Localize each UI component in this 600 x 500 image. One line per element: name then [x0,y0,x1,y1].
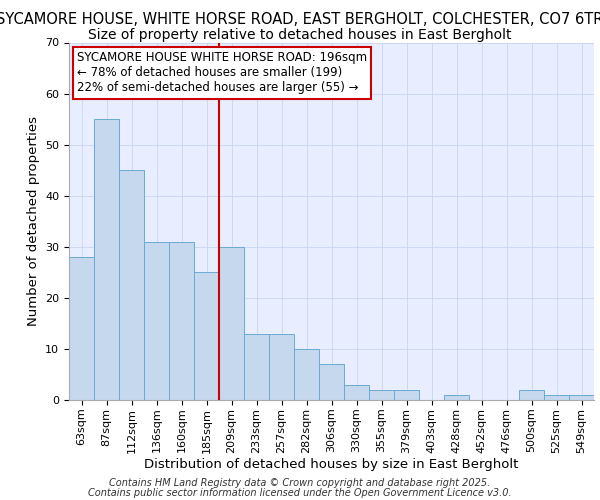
Bar [69,257,94,400]
Bar [344,384,369,400]
Text: SYCAMORE HOUSE WHITE HORSE ROAD: 196sqm
← 78% of detached houses are smaller (19: SYCAMORE HOUSE WHITE HORSE ROAD: 196sqm … [77,52,367,94]
Bar [244,334,269,400]
Bar [519,390,544,400]
Y-axis label: Number of detached properties: Number of detached properties [26,116,40,326]
Bar [444,395,469,400]
Bar [144,242,169,400]
Bar [269,334,294,400]
Text: Contains public sector information licensed under the Open Government Licence v3: Contains public sector information licen… [88,488,512,498]
Bar [194,272,219,400]
Bar [169,242,194,400]
Text: Size of property relative to detached houses in East Bergholt: Size of property relative to detached ho… [88,28,512,42]
Text: Contains HM Land Registry data © Crown copyright and database right 2025.: Contains HM Land Registry data © Crown c… [109,478,491,488]
Bar [94,119,119,400]
Bar [119,170,144,400]
Bar [319,364,344,400]
Text: SYCAMORE HOUSE, WHITE HORSE ROAD, EAST BERGHOLT, COLCHESTER, CO7 6TR: SYCAMORE HOUSE, WHITE HORSE ROAD, EAST B… [0,12,600,28]
Bar [394,390,419,400]
Bar [369,390,394,400]
Bar [294,349,319,400]
X-axis label: Distribution of detached houses by size in East Bergholt: Distribution of detached houses by size … [145,458,518,471]
Bar [544,395,569,400]
Bar [569,395,594,400]
Bar [219,247,244,400]
